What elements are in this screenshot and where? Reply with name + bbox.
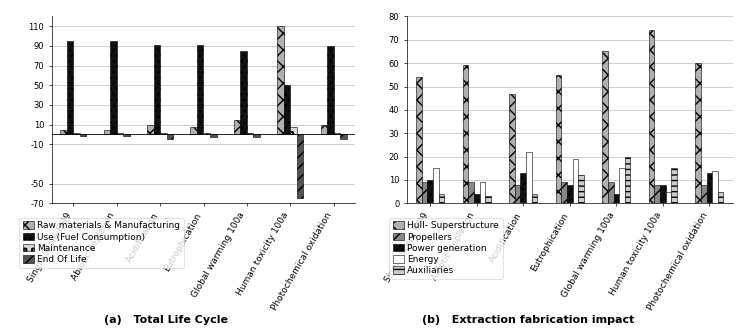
Bar	[327, 46, 334, 134]
Bar	[234, 120, 240, 134]
Bar	[247, 133, 253, 134]
Bar	[433, 168, 439, 203]
Bar	[439, 194, 444, 203]
Bar	[462, 66, 468, 203]
Bar	[654, 185, 660, 203]
Bar	[515, 185, 520, 203]
Bar	[712, 171, 718, 203]
Bar	[340, 134, 346, 139]
Bar	[660, 185, 665, 203]
Bar	[80, 134, 87, 136]
Bar	[578, 175, 584, 203]
Bar	[480, 182, 485, 203]
Bar	[297, 134, 303, 198]
Bar	[204, 133, 210, 134]
Bar	[649, 31, 654, 203]
Bar	[197, 45, 204, 134]
Bar	[718, 192, 723, 203]
Bar	[67, 41, 73, 134]
Bar	[526, 152, 531, 203]
Bar	[625, 157, 630, 203]
Bar	[110, 41, 117, 134]
Bar	[422, 182, 428, 203]
Bar	[61, 130, 67, 134]
Bar	[509, 93, 515, 203]
Bar	[608, 182, 613, 203]
Bar	[147, 125, 154, 134]
Text: (a)   Total Life Cycle: (a) Total Life Cycle	[104, 315, 228, 325]
Bar	[468, 182, 474, 203]
Bar	[166, 134, 173, 139]
Legend: Hull- Superstructure, Propellers, Power generation, Energy, Auxiliaries: Hull- Superstructure, Propellers, Power …	[389, 218, 502, 279]
Bar	[210, 134, 217, 137]
Bar	[602, 51, 608, 203]
Bar	[567, 185, 573, 203]
Bar	[154, 45, 160, 134]
Bar	[696, 63, 701, 203]
Legend: Raw materials & Manufacturing, Use (Fuel Consumption), Maintenance, End Of Life: Raw materials & Manufacturing, Use (Fuel…	[19, 218, 184, 268]
Bar	[520, 173, 526, 203]
Bar	[619, 168, 625, 203]
Bar	[73, 133, 80, 134]
Bar	[701, 185, 707, 203]
Bar	[117, 133, 124, 134]
Bar	[278, 26, 283, 134]
Bar	[531, 194, 537, 203]
Bar	[556, 75, 562, 203]
Bar	[240, 51, 247, 134]
Bar	[253, 134, 260, 137]
Bar	[104, 130, 110, 134]
Bar	[474, 194, 480, 203]
Bar	[320, 125, 327, 134]
Bar	[613, 194, 619, 203]
Bar	[417, 77, 422, 203]
Bar	[190, 127, 197, 134]
Bar	[562, 182, 567, 203]
Text: (b)   Extraction fabrication impact: (b) Extraction fabrication impact	[422, 315, 634, 325]
Bar	[428, 180, 433, 203]
Bar	[707, 173, 712, 203]
Bar	[573, 159, 578, 203]
Bar	[160, 133, 166, 134]
Bar	[290, 127, 297, 134]
Bar	[665, 192, 671, 203]
Bar	[124, 134, 130, 136]
Bar	[671, 168, 677, 203]
Bar	[334, 133, 340, 134]
Bar	[485, 196, 491, 203]
Bar	[283, 85, 290, 134]
